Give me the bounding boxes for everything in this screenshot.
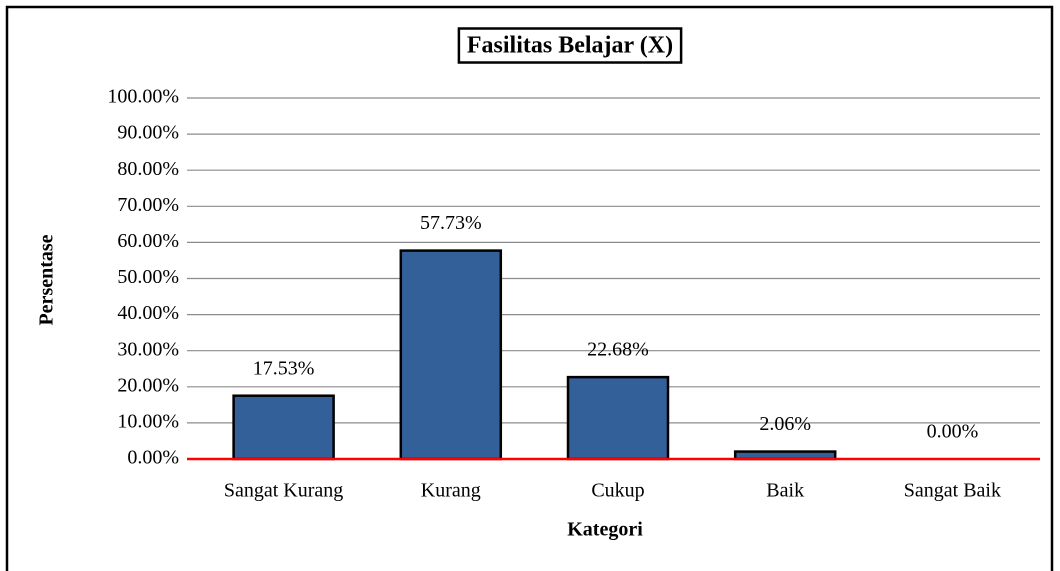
data-label: 2.06% xyxy=(759,413,811,435)
y-tick-label: 10.00% xyxy=(117,410,179,432)
x-axis-label: Kategori xyxy=(567,519,643,541)
y-tick-label: 70.00% xyxy=(117,194,179,216)
y-axis-label: Persentase xyxy=(36,234,58,325)
chart-border xyxy=(5,5,1054,571)
y-tick-label: 90.00% xyxy=(117,122,179,144)
y-tick-label: 60.00% xyxy=(117,230,179,252)
data-label: 57.73% xyxy=(420,212,482,234)
x-tick-label: Sangat Baik xyxy=(904,480,1001,502)
y-tick-label: 50.00% xyxy=(117,266,179,288)
y-tick-label: 80.00% xyxy=(117,158,179,180)
title-box xyxy=(457,27,683,64)
bar xyxy=(232,394,335,461)
data-label: 22.68% xyxy=(587,339,649,361)
chart-title: Fasilitas Belajar (X) xyxy=(467,33,673,59)
bar xyxy=(399,249,503,461)
y-tick-label: 40.00% xyxy=(117,302,179,324)
y-tick-label: 20.00% xyxy=(117,374,179,396)
y-tick-label: 30.00% xyxy=(117,338,179,360)
data-label: 0.00% xyxy=(927,421,979,443)
x-tick-label: Kurang xyxy=(421,480,481,502)
y-tick-label: 0.00% xyxy=(127,447,179,469)
x-tick-label: Sangat Kurang xyxy=(224,480,343,502)
x-tick-label: Cukup xyxy=(591,480,644,502)
x-tick-label: Baik xyxy=(766,480,804,502)
data-label: 17.53% xyxy=(253,357,315,379)
bar xyxy=(566,375,670,461)
y-tick-label: 100.00% xyxy=(107,86,179,108)
